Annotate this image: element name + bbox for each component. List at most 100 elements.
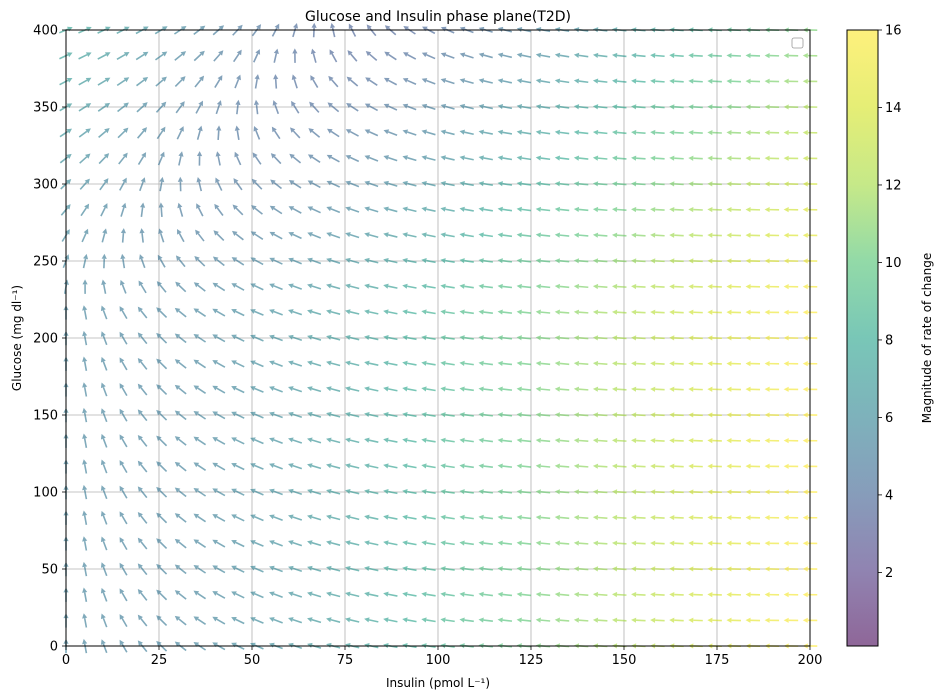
arrow-head [330, 22, 336, 29]
arrow-shaft [140, 412, 148, 422]
vector-arrow [516, 155, 532, 161]
vector-arrow [402, 514, 417, 520]
arrow-head [669, 232, 675, 238]
vector-arrow [231, 309, 245, 317]
y-tick-label: 150 [33, 409, 58, 424]
vector-arrow [707, 283, 722, 290]
vector-arrow [650, 52, 665, 59]
arrow-head [157, 254, 163, 261]
vector-arrow [535, 78, 551, 84]
arrow-head [250, 463, 256, 468]
vector-arrow [459, 540, 474, 546]
vector-arrow [650, 617, 665, 623]
vector-arrow [269, 411, 283, 419]
arrow-head [82, 613, 88, 619]
vector-arrow [573, 232, 589, 238]
arrow-shaft [502, 465, 513, 468]
arrow-shaft [616, 593, 627, 596]
arrow-head [707, 360, 713, 367]
arrow-shaft [387, 388, 398, 392]
arrow-shaft [159, 335, 168, 344]
arrow-shaft [273, 156, 282, 165]
vector-arrow [156, 615, 168, 626]
vector-arrow [100, 203, 108, 217]
vector-arrow [364, 617, 379, 623]
y-tick-label: 300 [33, 178, 58, 193]
arrow-head [119, 279, 125, 286]
arrow-head [516, 412, 522, 418]
arrow-head [156, 615, 162, 621]
vector-arrow [459, 566, 474, 572]
arrow-head [193, 641, 200, 647]
arrow-head [212, 256, 219, 262]
arrow-shaft [311, 259, 322, 265]
vector-arrow [231, 411, 245, 419]
vector-arrow [802, 335, 818, 341]
arrow-head [688, 181, 694, 187]
vector-arrow [364, 565, 379, 572]
vector-arrow [440, 360, 455, 366]
arrow-shaft [616, 54, 627, 58]
arrow-head [802, 155, 808, 161]
arrow-head [269, 386, 275, 391]
arrow-shaft [330, 336, 341, 341]
vector-arrow [669, 489, 684, 495]
arrow-head [783, 284, 789, 290]
arrow-shaft [83, 309, 88, 320]
colorbar-tick-label: 6 [885, 411, 893, 426]
arrow-shaft [102, 412, 108, 423]
arrow-shaft [101, 232, 106, 243]
arrow-head [535, 52, 542, 58]
arrow-shaft [178, 310, 187, 318]
vector-arrow [764, 438, 780, 444]
vector-arrow [383, 412, 398, 418]
arrow-shaft [521, 182, 532, 186]
arrow-shaft [121, 233, 125, 243]
arrow-head [745, 155, 751, 161]
vector-arrow [688, 463, 703, 469]
arrow-shaft [102, 386, 108, 397]
arrow-head [364, 206, 370, 212]
vector-arrow [231, 591, 245, 599]
arrow-head [535, 566, 541, 572]
arrow-head [631, 489, 637, 495]
arrow-head [250, 437, 256, 443]
arrow-head [383, 180, 389, 186]
vector-arrow [783, 438, 799, 444]
arrow-shaft [445, 259, 455, 263]
arrow-head [218, 25, 225, 31]
vector-arrow [157, 151, 165, 166]
arrow-head [364, 617, 370, 623]
arrow-shaft [292, 490, 303, 496]
arrow-shaft [464, 208, 474, 212]
y-tick-label: 100 [33, 486, 58, 501]
vector-arrow [535, 258, 551, 264]
arrow-head [726, 258, 732, 264]
arrow-head [251, 205, 257, 211]
vector-arrow [726, 309, 741, 315]
vector-arrow [802, 386, 818, 392]
vector-arrow [783, 540, 799, 546]
arrow-head [726, 284, 732, 290]
vector-arrow [326, 617, 341, 623]
arrow-shaft [578, 362, 589, 366]
vector-arrow [345, 411, 360, 418]
vector-arrow [250, 591, 264, 599]
arrow-head [478, 514, 484, 520]
vector-arrow [269, 591, 283, 598]
arrow-shaft [387, 182, 398, 187]
vector-arrow [783, 566, 799, 572]
arrow-head [140, 202, 146, 208]
vector-arrow [440, 155, 455, 161]
arrow-shaft [559, 465, 570, 468]
arrow-head [250, 360, 256, 366]
arrow-shaft [502, 80, 513, 84]
arrow-shaft [349, 285, 360, 290]
vector-arrow [669, 258, 684, 264]
arrow-head [726, 309, 732, 315]
vector-arrow [764, 566, 780, 572]
arrow-head [554, 283, 560, 290]
arrow-shaft [121, 412, 128, 422]
arrow-head [688, 258, 694, 264]
